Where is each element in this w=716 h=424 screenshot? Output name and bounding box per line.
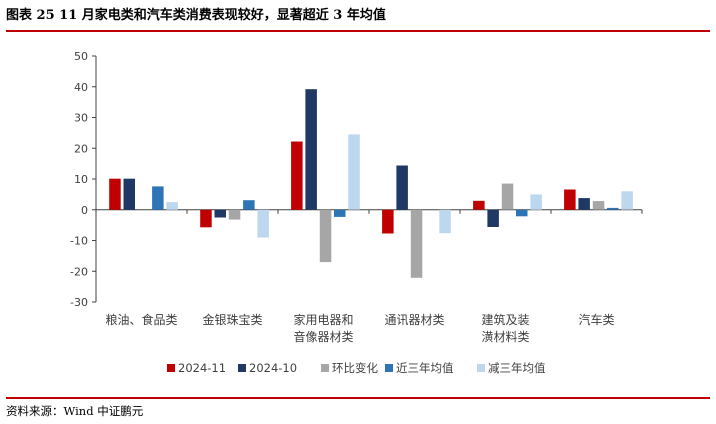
category-label: 金银珠宝类 xyxy=(202,312,262,327)
bar xyxy=(621,191,633,210)
bottom-rule xyxy=(6,397,710,399)
bar xyxy=(166,202,178,210)
legend-label: 近三年均值 xyxy=(396,361,454,375)
category-label: 家用电器和 xyxy=(293,312,353,327)
bar xyxy=(439,209,451,234)
bar xyxy=(257,209,269,238)
y-tick-label: -20 xyxy=(70,265,88,278)
bar xyxy=(291,141,303,210)
y-tick-label: 0 xyxy=(81,204,88,217)
y-tick-label: -30 xyxy=(70,296,88,309)
bar xyxy=(382,209,394,234)
bar xyxy=(109,178,121,210)
category-label: 粮油、食品类 xyxy=(105,312,177,327)
legend-label: 2024-11 xyxy=(178,361,226,375)
y-tick-label: 50 xyxy=(74,50,88,63)
bar xyxy=(410,209,423,278)
bar xyxy=(334,209,346,217)
legend-swatch xyxy=(238,364,246,372)
bar xyxy=(123,178,135,210)
source-note: 资料来源：Wind 中证鹏元 xyxy=(6,404,144,418)
bar xyxy=(607,207,619,210)
bar xyxy=(516,209,528,217)
bar xyxy=(487,209,499,227)
y-tick-label: 40 xyxy=(74,81,88,94)
bar xyxy=(564,189,576,210)
bar xyxy=(228,209,241,220)
category-label: 潢材料类 xyxy=(481,330,529,344)
bar xyxy=(348,134,360,210)
legend-swatch xyxy=(477,364,485,372)
bar xyxy=(305,89,317,210)
top-rule xyxy=(6,30,710,32)
bar xyxy=(473,200,485,210)
bar xyxy=(501,183,514,210)
legend-label: 环比变化 xyxy=(332,361,378,375)
bar xyxy=(214,209,226,218)
category-label: 通讯器材类 xyxy=(384,313,444,327)
legend-label: 减三年均值 xyxy=(488,361,546,375)
bar xyxy=(319,209,332,263)
legend-swatch xyxy=(385,364,393,372)
bar xyxy=(243,200,255,210)
figure-title: 图表 25 11 月家电类和汽车类消费表现较好，显著超近 3 年均值 xyxy=(6,8,386,23)
bar xyxy=(200,209,212,228)
y-tick-label: 30 xyxy=(74,112,88,125)
chart-axes: -30 -20 -10 0 10 20 30 40 50 粮油、食品类 金银珠宝类 家用电器和音像器材… xyxy=(70,50,643,344)
bar xyxy=(530,194,542,210)
legend-swatch xyxy=(167,364,175,372)
category-label: 建筑及装 xyxy=(481,312,529,327)
bar xyxy=(152,186,164,210)
chart-bars xyxy=(109,89,633,278)
bar xyxy=(578,198,590,210)
y-tick-label: -10 xyxy=(70,235,88,248)
bar xyxy=(396,165,408,210)
category-label: 汽车类 xyxy=(578,312,614,327)
legend-swatch xyxy=(321,364,329,372)
bar xyxy=(592,201,605,210)
legend-label: 2024-10 xyxy=(249,361,297,375)
y-tick-label: 20 xyxy=(74,142,88,155)
y-tick-label: 10 xyxy=(74,173,88,186)
category-label: 音像器材类 xyxy=(293,329,353,344)
chart-legend: 2024-11 2024-10 环比变化 近三年均值 减三年均值 xyxy=(167,361,546,375)
